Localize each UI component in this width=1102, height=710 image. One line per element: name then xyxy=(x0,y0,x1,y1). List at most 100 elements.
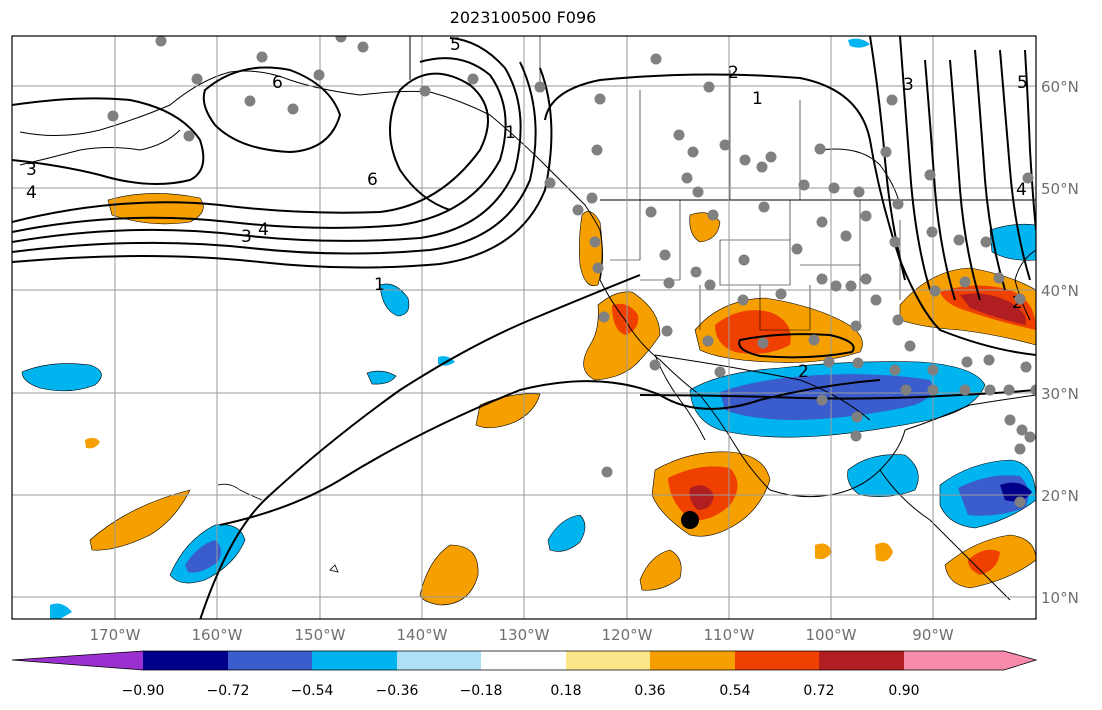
anomaly-patch xyxy=(547,514,586,552)
station-dot xyxy=(1003,384,1015,396)
anomaly-patch xyxy=(185,540,221,573)
station-dot xyxy=(419,85,431,97)
contour-line xyxy=(12,97,205,185)
lon-tick-label: 130°W xyxy=(499,626,550,644)
contour-line xyxy=(219,379,881,526)
station-dot xyxy=(959,276,971,288)
anomaly-patch xyxy=(1000,482,1032,502)
contour-label: 3 xyxy=(241,227,252,247)
station-dot xyxy=(984,384,996,396)
anomaly-patch xyxy=(715,310,791,354)
station-dot xyxy=(287,103,299,115)
anomaly-patch xyxy=(815,543,832,560)
station-dot xyxy=(692,186,704,198)
station-dot xyxy=(586,192,598,204)
anomaly-patch xyxy=(875,542,893,562)
contour-line xyxy=(202,66,342,154)
station-dot xyxy=(1004,414,1016,426)
station-dot xyxy=(739,154,751,166)
station-dot xyxy=(791,243,803,255)
lon-tick-label: 120°W xyxy=(602,626,653,644)
colorbar: −0.90 −0.72 −0.54 −0.36 −0.18 0.18 0.36 … xyxy=(11,650,1038,699)
contour-line xyxy=(544,73,1036,356)
coastline-central-america xyxy=(879,469,1011,601)
anomaly-patch xyxy=(366,370,397,385)
anomaly-patch xyxy=(579,211,603,287)
lon-tick-label: 110°W xyxy=(704,626,755,644)
station-dot xyxy=(926,226,938,238)
border-us-mexico xyxy=(654,354,871,421)
colorbar-tick-label: 0.36 xyxy=(634,683,665,699)
lon-tick-label: 150°W xyxy=(295,626,346,644)
station-dot xyxy=(737,294,749,306)
station-dot xyxy=(661,325,673,337)
station-dot xyxy=(886,94,898,106)
colorbar-segment xyxy=(650,651,735,670)
station-dot xyxy=(850,320,862,332)
anomaly-patch xyxy=(379,283,410,317)
station-dot xyxy=(775,288,787,300)
contour-line xyxy=(12,37,522,243)
colorbar-segment xyxy=(312,651,397,670)
lat-tick-label: 10°N xyxy=(1041,589,1079,607)
station-dot xyxy=(851,411,863,423)
colorbar-labels: −0.90 −0.72 −0.54 −0.36 −0.18 0.18 0.36 … xyxy=(122,683,920,699)
station-dot xyxy=(860,273,872,285)
station-dot xyxy=(765,151,777,163)
contour-label: 5 xyxy=(1017,73,1028,93)
station-dot xyxy=(191,73,203,85)
station-dot xyxy=(880,146,892,158)
contour-label: 2 xyxy=(798,362,809,382)
station-dot xyxy=(953,234,965,246)
station-dot xyxy=(816,216,828,228)
station-dot xyxy=(927,364,939,376)
station-dot xyxy=(929,285,941,297)
anomaly-patch xyxy=(419,544,479,606)
lon-tick-label: 140°W xyxy=(397,626,448,644)
lat-tick-label: 50°N xyxy=(1041,180,1079,198)
contour-line xyxy=(999,49,1031,281)
station-dot xyxy=(534,81,546,93)
station-dot xyxy=(544,177,556,189)
station-dot xyxy=(256,51,268,63)
colorbar-outline xyxy=(11,650,1038,671)
colorbar-segment xyxy=(566,651,650,670)
lon-tick-label: 100°W xyxy=(806,626,857,644)
colorbar-extend-high xyxy=(1004,651,1036,670)
anomaly-patch xyxy=(50,603,72,619)
station-dot xyxy=(892,198,904,210)
anomaly-patch xyxy=(960,293,1026,325)
station-dot xyxy=(758,201,770,213)
colorbar-tick-label: −0.36 xyxy=(376,683,419,699)
lat-tick-label: 60°N xyxy=(1041,78,1079,96)
station-dot xyxy=(828,182,840,194)
latitude-axis: 60°N 50°N 40°N 30°N 20°N 10°N xyxy=(1041,78,1079,607)
colorbar-segment xyxy=(228,651,312,670)
anomaly-patch xyxy=(107,193,204,225)
contour-line xyxy=(12,67,553,269)
lat-tick-label: 20°N xyxy=(1041,487,1079,505)
station-dot xyxy=(645,206,657,218)
colorbar-segment xyxy=(481,651,566,670)
station-dot xyxy=(572,204,584,216)
contour-line xyxy=(949,59,981,301)
station-dot xyxy=(889,236,901,248)
station-dot xyxy=(681,172,693,184)
station-dot xyxy=(707,209,719,221)
station-dot xyxy=(183,130,195,142)
anomaly-patch xyxy=(639,549,682,591)
station-dot xyxy=(927,384,939,396)
contour-label: 6 xyxy=(367,170,378,190)
station-dot xyxy=(591,144,603,156)
station-dot xyxy=(900,384,912,396)
station-dot xyxy=(703,81,715,93)
colorbar-tick-label: 0.54 xyxy=(719,683,750,699)
station-dot xyxy=(107,110,119,122)
contour-label: 4 xyxy=(258,220,269,240)
station-dot xyxy=(1020,361,1032,373)
colorbar-segment xyxy=(819,651,904,670)
lat-tick-label: 40°N xyxy=(1041,282,1079,300)
contour-label: 4 xyxy=(26,183,37,203)
colorbar-extend-low xyxy=(12,651,143,670)
station-dot xyxy=(840,230,852,242)
